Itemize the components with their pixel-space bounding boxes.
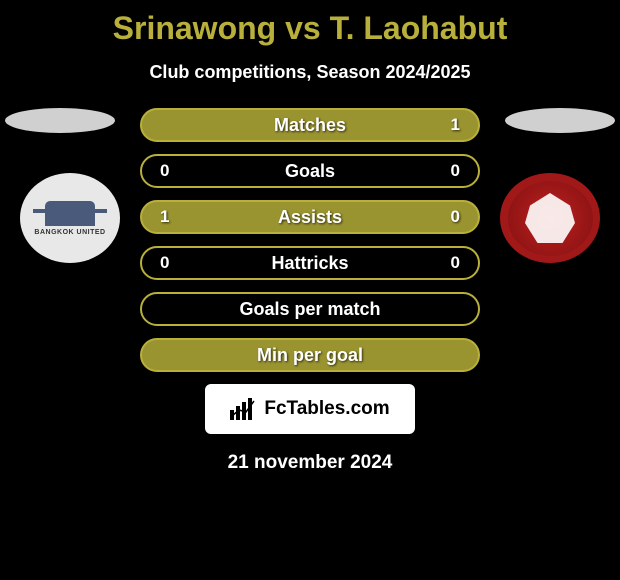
stat-row-assists: 1 Assists 0 — [140, 200, 480, 234]
stat-row-hattricks: 0 Hattricks 0 — [140, 246, 480, 280]
subtitle: Club competitions, Season 2024/2025 — [0, 62, 620, 83]
club-emblem-right — [508, 181, 593, 256]
stat-label: Hattricks — [271, 253, 348, 274]
stat-label: Goals per match — [142, 299, 478, 320]
stat-value-left: 0 — [160, 161, 180, 181]
stat-label: Assists — [278, 207, 342, 228]
player-placeholder-left — [5, 108, 115, 133]
stat-label: Matches — [274, 115, 346, 136]
chart-icon — [230, 398, 258, 420]
date-text: 21 november 2024 — [0, 452, 620, 474]
club-badge-right — [500, 173, 600, 263]
content-area: BANGKOK UNITED Matches 1 0 Goals 0 1 Ass… — [0, 108, 620, 474]
club-badge-left: BANGKOK UNITED — [20, 173, 120, 263]
stat-value-right: 0 — [440, 207, 460, 227]
stat-value-right: 0 — [440, 253, 460, 273]
stat-row-goals: 0 Goals 0 — [140, 154, 480, 188]
stat-value-left: 0 — [160, 253, 180, 273]
stat-label: Min per goal — [142, 345, 478, 366]
stat-value-right: 1 — [440, 115, 460, 135]
stat-label: Goals — [285, 161, 335, 182]
stat-value-left: 1 — [160, 207, 180, 227]
stat-value-right: 0 — [440, 161, 460, 181]
club-emblem-left — [45, 201, 95, 226]
page-title: Srinawong vs T. Laohabut — [0, 0, 620, 47]
stats-container: Matches 1 0 Goals 0 1 Assists 0 0 Hattri… — [140, 108, 480, 372]
club-name-left: BANGKOK UNITED — [34, 229, 105, 236]
stat-row-min-per-goal: Min per goal — [140, 338, 480, 372]
player-placeholder-right — [505, 108, 615, 133]
stat-row-matches: Matches 1 — [140, 108, 480, 142]
stat-row-goals-per-match: Goals per match — [140, 292, 480, 326]
brand-text: FcTables.com — [264, 398, 389, 420]
footer-brand: FcTables.com — [205, 384, 415, 434]
